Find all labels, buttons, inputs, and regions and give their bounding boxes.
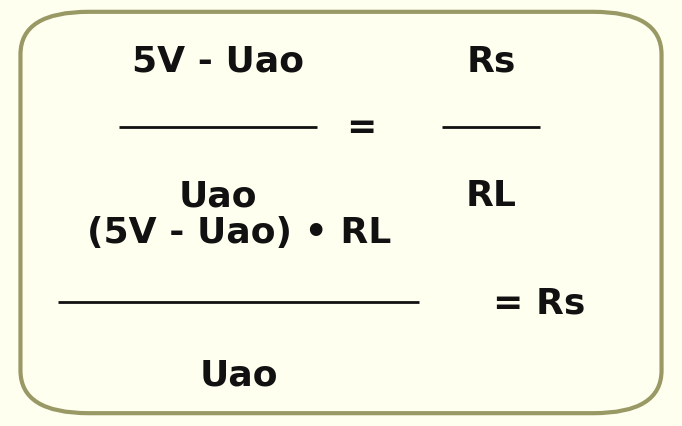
Text: Uao: Uao xyxy=(199,358,278,392)
FancyBboxPatch shape xyxy=(20,13,662,413)
Text: RL: RL xyxy=(466,179,516,213)
Text: = Rs: = Rs xyxy=(492,285,585,320)
Text: 5V - Uao: 5V - Uao xyxy=(132,45,304,79)
Text: (5V - Uao) • RL: (5V - Uao) • RL xyxy=(87,215,391,249)
Text: =: = xyxy=(346,111,376,145)
Text: Uao: Uao xyxy=(179,179,258,213)
Text: Rs: Rs xyxy=(466,45,516,79)
